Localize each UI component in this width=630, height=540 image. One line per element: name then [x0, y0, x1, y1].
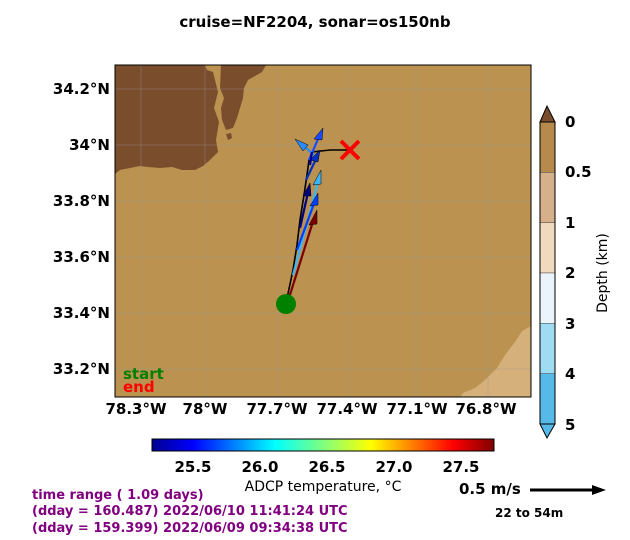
time-range-info: time range ( 1.09 days) (dday = 160.487)… — [32, 488, 348, 536]
scale-arrow-head — [592, 485, 606, 495]
current-vector-head — [308, 209, 318, 226]
temp-tick-label: 26.5 — [308, 458, 345, 476]
ship-track — [285, 149, 350, 304]
legend-start: start — [123, 365, 164, 383]
end-marker — [339, 139, 361, 161]
current-vector-head — [313, 127, 324, 141]
land-area — [115, 65, 219, 174]
temp-tick-label: 27.5 — [442, 458, 479, 476]
depth-tick-label: 3 — [565, 315, 575, 333]
velocity-scale: 0.5 m/s 22 to 54m — [459, 480, 606, 520]
depth-colorbar-segment — [539, 272, 556, 324]
start-marker — [276, 294, 296, 314]
land-islet — [226, 133, 232, 140]
depth-colorbar-segment — [539, 323, 556, 374]
current-vector — [287, 214, 317, 299]
depth-tick-label: 0.5 — [565, 163, 592, 181]
temp-tick-label: 27.0 — [375, 458, 412, 476]
temp-tick-label: 26.0 — [241, 458, 278, 476]
depth-tick-label: 0 — [565, 113, 575, 131]
lon-tick-label: 77.7°W — [246, 400, 308, 418]
depth-colorbar-segment — [539, 373, 556, 425]
depth-colorbar-label: Depth (km) — [595, 233, 611, 313]
lon-tick-label: 78.3°W — [105, 400, 167, 418]
depth-tick-label: 2 — [565, 264, 575, 282]
depth-colorbar-ticks: 0 0.5 1 2 3 4 5 — [565, 113, 592, 434]
temperature-gradient — [151, 438, 495, 452]
current-vector — [308, 151, 314, 166]
depth-colorbar: 0 0.5 1 2 3 4 5 Depth (km) — [539, 104, 611, 440]
current-vector — [295, 197, 318, 251]
lat-tick-label: 33.2°N — [53, 360, 110, 378]
colorbar-extend-top — [539, 104, 556, 123]
temperature-ticks: 25.5 26.0 26.5 27.0 27.5 — [174, 458, 479, 476]
scale-depth-range: 22 to 54m — [495, 506, 563, 520]
current-vector-head — [294, 138, 309, 152]
depth-colorbar-segment — [539, 121, 556, 173]
start-time-line: (dday = 159.399) 2022/06/09 09:34:38 UTC — [32, 521, 348, 536]
current-vector-head — [309, 149, 321, 163]
lon-tick-label: 76.8°W — [455, 400, 517, 418]
latitude-axis: 34.2°N 34°N 33.8°N 33.6°N 33.4°N 33.2°N — [53, 80, 110, 378]
lon-tick-label: 77.1°W — [386, 400, 448, 418]
figure-title: cruise=NF2204, sonar=os150nb — [179, 13, 450, 31]
depth-tick-label: 5 — [565, 416, 575, 434]
map-frame — [114, 64, 532, 398]
scale-label: 0.5 m/s — [459, 480, 521, 498]
current-vector-head — [309, 192, 319, 207]
current-vectors — [287, 127, 324, 299]
temperature-colorbar: 25.5 26.0 26.5 27.0 27.5 ADCP temperatur… — [151, 438, 495, 495]
longitude-axis: 78.3°W 78°W 77.7°W 77.4°W 77.1°W 76.8°W — [105, 400, 517, 418]
colorbar-extend-bottom — [539, 423, 556, 440]
lat-tick-label: 33.8°N — [53, 192, 110, 210]
lat-tick-label: 34°N — [69, 136, 110, 154]
depth-tick-label: 4 — [565, 365, 575, 383]
legend-end: end — [123, 378, 155, 396]
map-gridlines — [115, 65, 531, 397]
depth-colorbar-segment — [539, 222, 556, 274]
current-vector-head — [302, 182, 312, 197]
depth-colorbar-segment — [539, 172, 556, 223]
lon-tick-label: 78°W — [183, 400, 228, 418]
depth-tick-label: 1 — [565, 214, 575, 232]
temperature-colorbar-label: ADCP temperature, °C — [245, 479, 402, 495]
lon-tick-label: 77.4°W — [316, 400, 378, 418]
time-range-line: time range ( 1.09 days) — [32, 488, 204, 503]
lat-tick-label: 34.2°N — [53, 80, 110, 98]
land-area-east — [220, 65, 266, 130]
current-vector-head — [312, 169, 322, 186]
lat-tick-label: 33.4°N — [53, 304, 110, 322]
lat-tick-label: 33.6°N — [53, 248, 110, 266]
map-panel: start end 34.2°N 34°N 33.8°N 33.6°N 33.4… — [53, 64, 532, 418]
deep-water — [460, 326, 531, 397]
end-time-line: (dday = 160.487) 2022/06/10 11:41:24 UTC — [32, 504, 348, 519]
depth-colorbar-segments — [539, 121, 556, 425]
temp-tick-label: 25.5 — [174, 458, 211, 476]
